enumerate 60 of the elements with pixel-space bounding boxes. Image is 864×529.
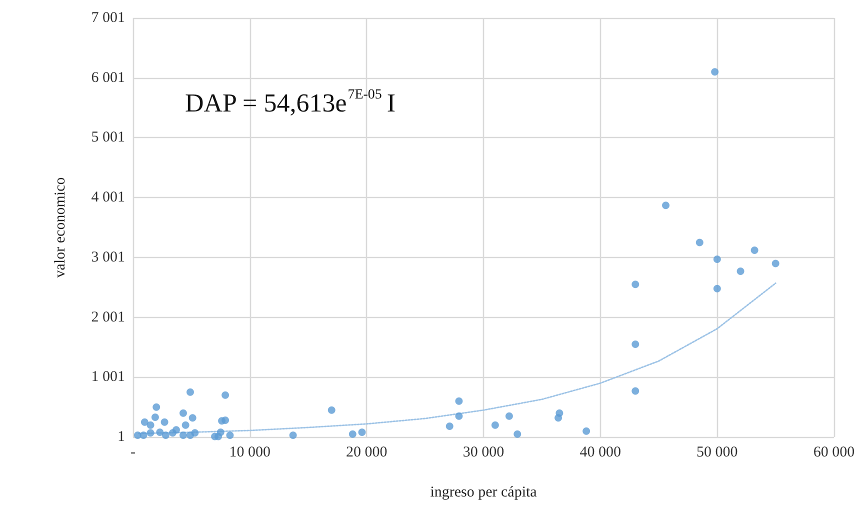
y-tick-label: 1 001 bbox=[91, 369, 125, 386]
point bbox=[186, 388, 194, 396]
point bbox=[186, 432, 194, 440]
point bbox=[146, 421, 154, 429]
point bbox=[218, 417, 226, 425]
point bbox=[491, 421, 499, 429]
x-tick-label: 10 000 bbox=[229, 444, 270, 460]
point bbox=[632, 387, 640, 395]
point bbox=[182, 421, 190, 429]
x-tick-label: 40 000 bbox=[580, 444, 621, 460]
point bbox=[162, 432, 170, 440]
point bbox=[455, 397, 463, 405]
point bbox=[289, 432, 297, 440]
point bbox=[582, 427, 590, 435]
y-tick-label: 7 001 bbox=[91, 10, 125, 26]
point bbox=[160, 418, 168, 426]
y-tick-label: 5 001 bbox=[91, 130, 125, 146]
point bbox=[736, 268, 744, 276]
point bbox=[226, 432, 234, 440]
x-tick-label: 50 000 bbox=[696, 444, 738, 460]
point bbox=[152, 403, 160, 411]
point bbox=[151, 414, 159, 422]
point bbox=[713, 284, 721, 292]
x-tick-label: 60 000 bbox=[813, 444, 855, 460]
point bbox=[632, 340, 640, 348]
point bbox=[446, 422, 454, 430]
point bbox=[140, 432, 148, 440]
x-tick-label: 30 000 bbox=[462, 444, 504, 460]
point bbox=[168, 429, 176, 437]
point bbox=[772, 260, 780, 268]
point bbox=[554, 414, 562, 422]
point bbox=[455, 412, 463, 420]
y-tick-label: 6 001 bbox=[91, 70, 125, 86]
point bbox=[146, 429, 154, 437]
point bbox=[358, 428, 366, 436]
x-axis-title: ingreso per cápita bbox=[430, 484, 538, 500]
point bbox=[179, 432, 187, 440]
point bbox=[179, 409, 187, 417]
point bbox=[140, 418, 148, 426]
y-axis-title: valor economico bbox=[52, 177, 68, 278]
point bbox=[632, 280, 640, 288]
point bbox=[156, 428, 164, 436]
point bbox=[214, 432, 222, 440]
x-tick-label: - bbox=[130, 444, 136, 460]
y-tick-label: 1 bbox=[118, 429, 125, 445]
point bbox=[328, 406, 336, 414]
y-tick-label: 3 001 bbox=[91, 249, 125, 266]
y-tick-label: 4 001 bbox=[91, 190, 125, 206]
point bbox=[750, 246, 758, 254]
y-tick-label: 2 001 bbox=[91, 309, 125, 326]
point bbox=[711, 68, 719, 76]
point bbox=[662, 202, 670, 210]
point bbox=[188, 414, 196, 422]
x-tick-label: 20 000 bbox=[346, 444, 388, 460]
point bbox=[348, 430, 356, 438]
point bbox=[696, 238, 704, 246]
point bbox=[505, 412, 513, 420]
point bbox=[713, 256, 721, 264]
point bbox=[222, 391, 230, 399]
point bbox=[514, 430, 522, 438]
